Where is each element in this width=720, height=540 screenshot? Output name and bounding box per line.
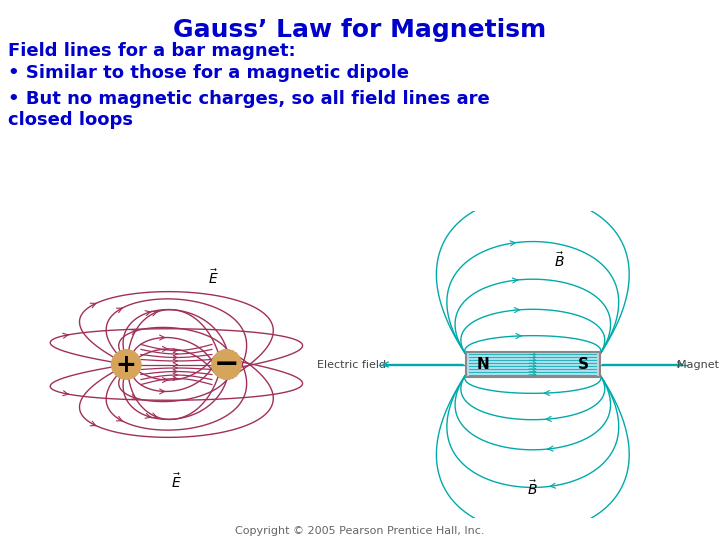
Text: S: S [577,357,588,372]
Text: Electric field: Electric field [317,360,386,369]
Text: $\vec{E}$: $\vec{E}$ [208,268,219,287]
Text: • Similar to those for a magnetic dipole: • Similar to those for a magnetic dipole [8,64,409,82]
Circle shape [112,350,141,379]
Text: N: N [476,357,489,372]
Bar [467,354,598,375]
Text: +: + [116,353,137,376]
Text: $\vec{E}$: $\vec{E}$ [171,472,181,491]
Text: $\vec{B}$: $\vec{B}$ [528,479,538,497]
Circle shape [212,350,241,379]
Text: −: − [214,350,239,379]
Bar [466,353,600,376]
Text: $\vec{B}$: $\vec{B}$ [554,252,565,270]
Text: Field lines for a bar magnet:: Field lines for a bar magnet: [8,42,296,60]
Text: Magnetic field: Magnetic field [677,360,720,369]
Text: • But no magnetic charges, so all field lines are
closed loops: • But no magnetic charges, so all field … [8,90,490,129]
Text: Gauss’ Law for Magnetism: Gauss’ Law for Magnetism [174,18,546,42]
Text: Copyright © 2005 Pearson Prentice Hall, Inc.: Copyright © 2005 Pearson Prentice Hall, … [235,526,485,536]
